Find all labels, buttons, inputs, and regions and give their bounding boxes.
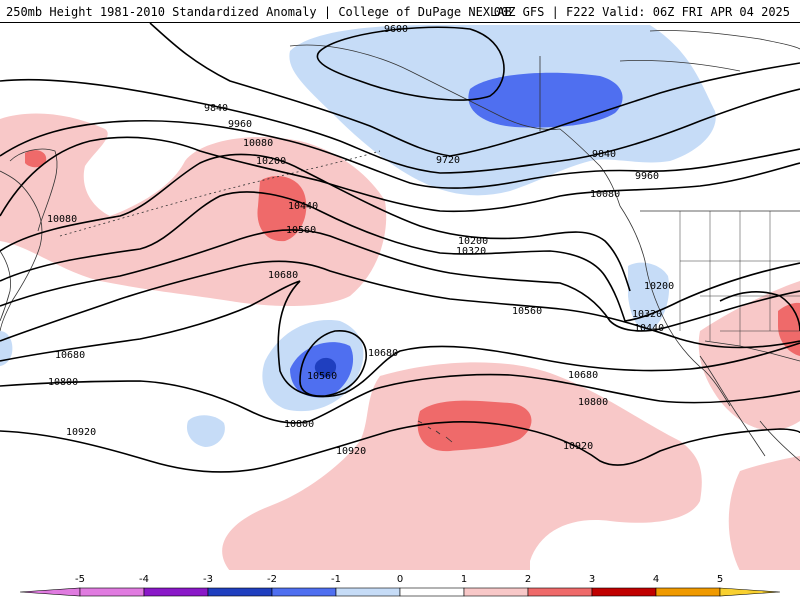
contour-10920 [0, 421, 800, 473]
colorbar-tick: 3 [589, 574, 595, 585]
anomaly-positive-south-east [728, 456, 800, 571]
colorbar-swatch [591, 587, 657, 597]
colorbar-tick: 5 [717, 574, 723, 585]
contour-10800 [0, 373, 800, 424]
colorbar-arrow-low [19, 587, 81, 597]
colorbar-tick-labels: -5 -4 -3 -2 -1 0 1 2 3 4 5 [75, 574, 723, 585]
contour-label: 10680 [55, 350, 85, 361]
contour-label: 9720 [436, 155, 460, 166]
contour-10680 [0, 280, 800, 398]
contour-label: 10800 [284, 419, 314, 430]
contour-label: 10920 [563, 441, 593, 452]
colorbar-tick: 0 [397, 574, 403, 585]
aleutian-chain [59, 150, 381, 237]
contour-9960 [0, 119, 800, 189]
colorbar-tick: 2 [525, 574, 531, 585]
colorbar-swatch [399, 587, 465, 597]
contour-9840 [0, 78, 800, 174]
contour-label: 10560 [286, 225, 316, 236]
contour-label: 10320 [456, 246, 486, 257]
contour-9600 [316, 26, 505, 101]
anomaly-positive-west-pacific [0, 113, 387, 307]
anomaly-positive-strong-gulf [257, 176, 307, 242]
colorbar-arrow-high [719, 587, 781, 597]
contour-label: 10800 [578, 397, 608, 408]
colorbar-swatch [143, 587, 209, 597]
contour-10200-a [0, 153, 631, 292]
colorbar-tick: -4 [139, 574, 149, 585]
contour-label: 10560 [512, 306, 542, 317]
anomaly-negative-small-west [186, 415, 225, 447]
height-contours [0, 23, 800, 473]
anomaly-colorbar: -5 -4 -3 -2 -1 0 1 2 3 4 5 [0, 570, 800, 600]
colorbar-tick: -1 [331, 574, 341, 585]
hawaii-islands [417, 420, 453, 443]
colorbar-tick: 1 [461, 574, 467, 585]
contour-label: 10440 [288, 201, 318, 212]
contour-9720 [149, 23, 800, 157]
contour-label: 10920 [66, 427, 96, 438]
contour-label: 10080 [590, 189, 620, 200]
contour-10920-east-loop [719, 291, 800, 332]
contour-label: 10800 [48, 377, 78, 388]
coastline-baja [699, 355, 766, 457]
contour-label: 10200 [644, 281, 674, 292]
colorbar-canvas: -5 -4 -3 -2 -1 0 1 2 3 4 5 [19, 574, 781, 597]
colorbar-tick: -3 [203, 574, 213, 585]
coastline-kamchatka [9, 148, 58, 232]
anomaly-positive-strong-hawaii [417, 400, 532, 452]
map-canvas: 9600 9720 9840 9840 9960 9960 10080 1008… [0, 23, 800, 571]
contour-label: 10920 [336, 446, 366, 457]
model-valid-time: 00Z GFS | F222 Valid: 06Z FRI APR 04 202… [493, 5, 790, 19]
anomaly-negative-mid-pacific-center [314, 357, 337, 378]
contour-10560 [0, 260, 800, 349]
anomaly-positive-subtropics [222, 362, 702, 571]
coastline-alaska [289, 44, 621, 207]
contour-label: 10080 [47, 214, 77, 225]
contour-labels: 9600 9720 9840 9840 9960 9960 10080 1008… [47, 24, 674, 457]
contour-label: 9960 [228, 119, 252, 130]
contour-label: 10680 [268, 270, 298, 281]
contour-label: 9960 [635, 171, 659, 182]
contour-10320 [0, 191, 800, 322]
colorbar-tick: -5 [75, 574, 85, 585]
contour-label: 9840 [592, 149, 616, 160]
colorbar-swatch [527, 587, 593, 597]
contour-label: 10560 [307, 371, 337, 382]
contour-10080 [0, 136, 800, 217]
colorbar-tick: 4 [653, 574, 659, 585]
colorbar-swatches [19, 587, 781, 597]
colorbar-swatch [655, 587, 721, 597]
arctic-islands [619, 30, 800, 72]
coastline-mexico [759, 420, 800, 462]
map-header: 250mb Height 1981-2010 Standardized Anom… [0, 0, 800, 22]
colorbar-swatch [207, 587, 273, 597]
colorbar-swatch [335, 587, 401, 597]
colorbar-swatch [79, 587, 145, 597]
negative-anomaly-shading [0, 25, 716, 447]
map-panel: 9600 9720 9840 9840 9960 9960 10080 1008… [0, 22, 800, 571]
colorbar-tick: -2 [267, 574, 277, 585]
contour-label: 9600 [384, 24, 408, 35]
positive-anomaly-shading [0, 113, 800, 571]
colorbar-swatch [271, 587, 337, 597]
anomaly-positive-strong-kamchatka [25, 150, 47, 168]
map-title: 250mb Height 1981-2010 Standardized Anom… [6, 5, 512, 19]
border-us-mexico [704, 340, 800, 362]
contour-label: 10080 [243, 138, 273, 149]
contour-label: 10200 [256, 156, 286, 167]
contour-label: 10320 [632, 309, 662, 320]
contour-label: 10680 [568, 370, 598, 381]
contour-label: 10200 [458, 236, 488, 247]
coastline-north-america-west [619, 205, 731, 407]
coastline-japan [0, 250, 11, 322]
anomaly-negative-yukon-core [468, 72, 623, 128]
contour-label: 10440 [634, 323, 664, 334]
contour-label: 10680 [368, 348, 398, 359]
contour-label: 9840 [204, 103, 228, 114]
colorbar-swatch [463, 587, 529, 597]
anomaly-negative-california [628, 262, 670, 332]
